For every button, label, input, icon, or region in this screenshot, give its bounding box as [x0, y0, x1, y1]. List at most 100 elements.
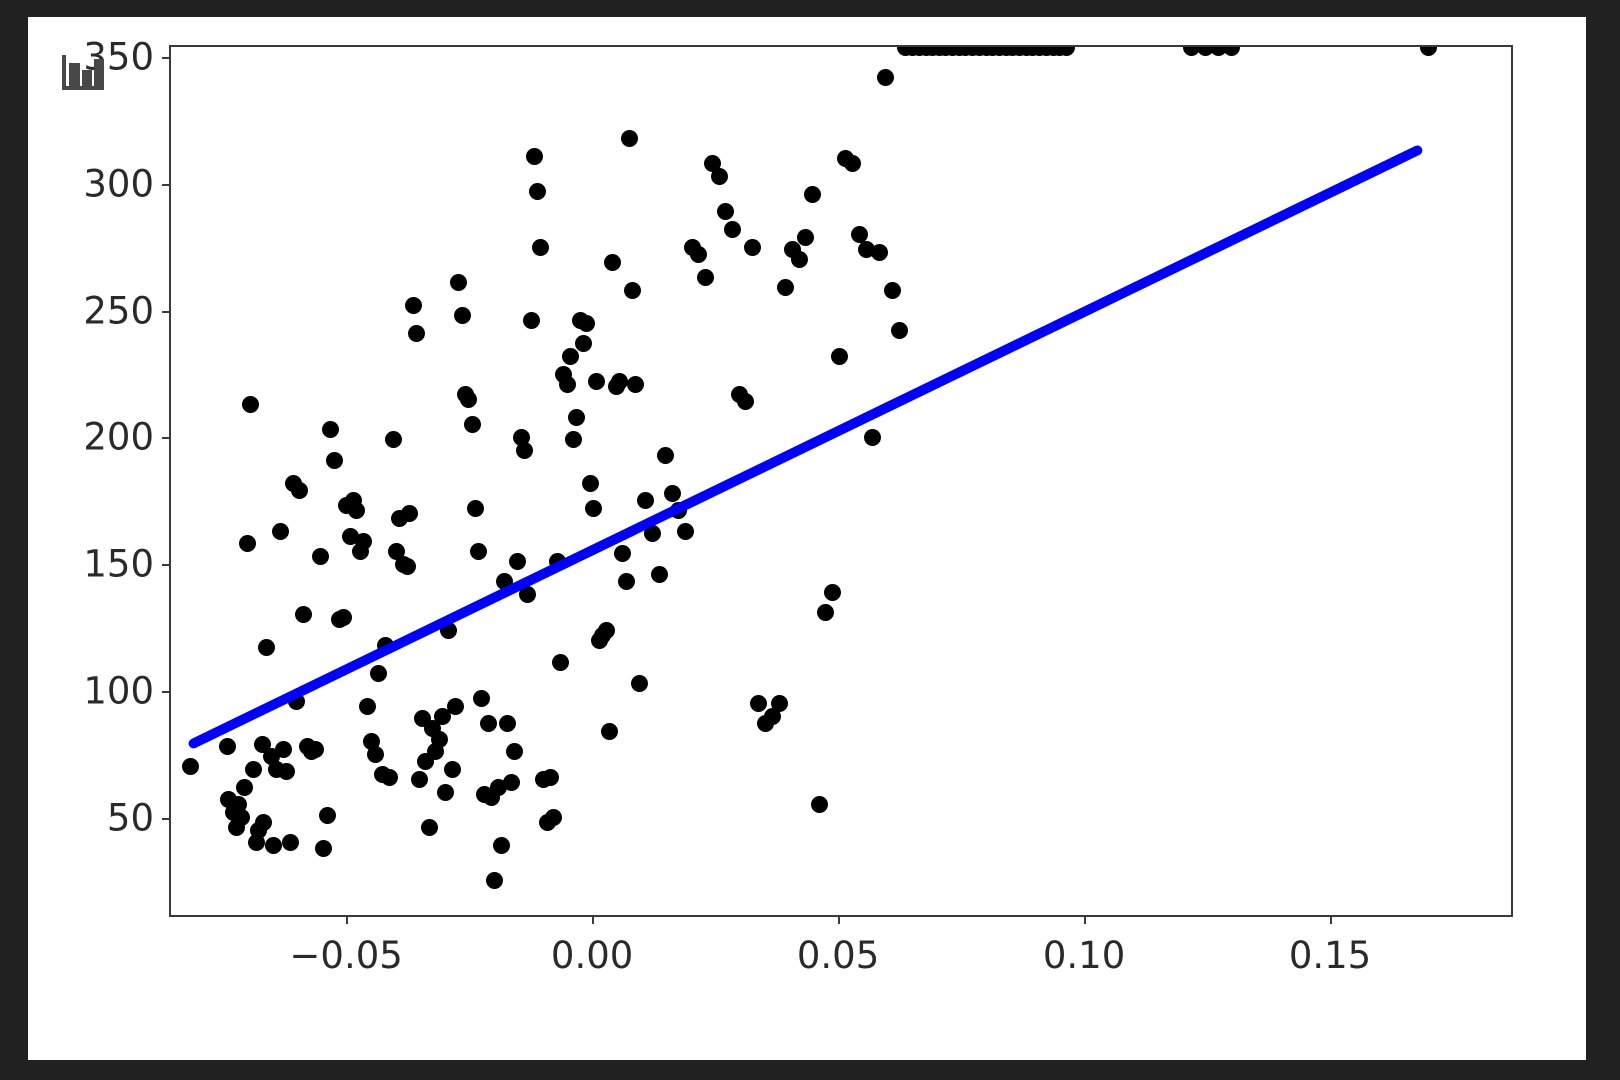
scatter-point [241, 395, 259, 413]
x-tick-mark [346, 915, 349, 924]
scatter-point [348, 502, 366, 520]
y-tick-label: 100 [83, 669, 154, 713]
scatter-point [529, 182, 546, 200]
scatter-point [1223, 47, 1241, 56]
scatter-point [877, 68, 895, 86]
scatter-point [254, 814, 272, 832]
scatter-point [401, 504, 419, 522]
scatter-point [552, 654, 570, 672]
scatter-point [777, 279, 795, 297]
scatter-point [486, 872, 504, 890]
scatter-point [857, 241, 875, 259]
scatter-point [430, 730, 448, 748]
scatter-point [238, 535, 256, 553]
plot-axes: 50 100 150 200 250 300 350 −0.05 0.00 0.05 0.10 0.… [83, 39, 1513, 974]
scatter-point [611, 373, 629, 391]
scatter-point [355, 532, 373, 550]
scatter-point [274, 740, 292, 758]
scatter-point [463, 416, 481, 434]
scatter-point [1057, 47, 1075, 56]
scatter-point [473, 689, 491, 707]
scatter-point [564, 431, 582, 449]
scatter-point [677, 522, 695, 540]
scatter-point [545, 809, 563, 827]
scatter-point [460, 390, 478, 408]
scatter-point [650, 565, 668, 583]
scatter-point [420, 819, 438, 837]
scatter-point [404, 297, 422, 315]
scatter-point [509, 553, 527, 571]
x-tick-mark [592, 915, 595, 924]
scatter-point [525, 147, 543, 165]
regression-line-segment [188, 145, 1423, 749]
scatter-point [743, 238, 761, 256]
y-tick-mark [162, 690, 171, 693]
scatter-point [181, 758, 199, 776]
scatter-point [1419, 47, 1437, 56]
scatter-point [515, 441, 533, 459]
y-tick-mark [162, 310, 171, 313]
x-tick-mark [838, 915, 841, 924]
scatter-point [469, 542, 487, 560]
scatter-point [384, 431, 402, 449]
y-tick-mark [162, 817, 171, 820]
scatter-point [643, 525, 661, 543]
scatter-point [627, 375, 645, 393]
scatter-point [614, 545, 632, 563]
bar-chart-icon-glyph [62, 55, 104, 90]
scatter-point [502, 773, 520, 791]
scatter-point [750, 695, 768, 713]
scatter-point [716, 203, 734, 221]
scatter-point [1196, 47, 1214, 56]
scatter-point [850, 226, 868, 244]
bar-chart-icon[interactable] [61, 54, 105, 91]
x-tick-label: 0.10 [1042, 934, 1126, 977]
scatter-point [588, 373, 606, 391]
scatter-point [446, 697, 464, 715]
scatter-point [584, 499, 602, 517]
scatter-point [322, 421, 340, 439]
scatter-point [604, 253, 622, 271]
scatter-point [407, 324, 425, 342]
scatter-point [697, 269, 715, 287]
scatter-point [581, 474, 599, 492]
y-tick-label: 200 [83, 415, 154, 459]
scatter-point [271, 522, 289, 540]
scatter-point [499, 715, 517, 733]
scatter-point [410, 771, 428, 789]
scatter-point [370, 664, 388, 682]
y-tick-mark [162, 183, 171, 186]
y-tick-label: 50 [106, 796, 154, 840]
scatter-point [656, 446, 674, 464]
scatter-point [278, 763, 296, 781]
scatter-point [493, 836, 511, 854]
scatter-point [790, 251, 808, 269]
x-tick-label: 0.15 [1288, 934, 1372, 977]
scatter-point [291, 482, 309, 500]
y-tick-mark [162, 437, 171, 440]
scatter-point [890, 322, 908, 340]
scatter-point [764, 707, 782, 725]
scatter-point [737, 393, 755, 411]
scatter-point [601, 722, 619, 740]
scatter-point [817, 603, 835, 621]
x-tick-label: 0.05 [796, 934, 880, 977]
scatter-point [282, 834, 300, 852]
y-tick-label: 250 [83, 289, 154, 333]
scatter-point [568, 408, 586, 426]
scatter-point [830, 347, 848, 365]
scatter-point [561, 347, 579, 365]
scatter-point [542, 768, 560, 786]
y-tick-label: 150 [83, 542, 154, 586]
scatter-point [294, 606, 312, 624]
scatter-point [434, 707, 452, 725]
scatter-point [359, 697, 377, 715]
scatter-point [884, 281, 902, 299]
scatter-point [532, 238, 550, 256]
scatter-point [870, 243, 888, 261]
scatter-point [597, 621, 615, 639]
scatter-point [630, 674, 648, 692]
scatter-point [723, 221, 741, 238]
scatter-point [479, 715, 497, 733]
